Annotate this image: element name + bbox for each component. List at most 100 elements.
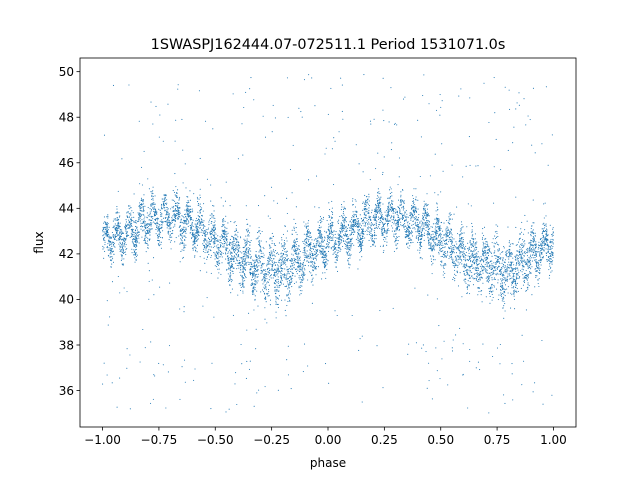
data-point [230, 252, 233, 254]
data-point [183, 230, 185, 232]
data-point [338, 245, 340, 247]
data-point [439, 250, 441, 252]
data-point [253, 278, 255, 280]
data-point [155, 223, 157, 225]
data-point [130, 232, 132, 234]
data-point [364, 213, 366, 215]
data-point [285, 254, 287, 256]
data-point [299, 278, 301, 280]
data-point [222, 252, 224, 254]
data-point [351, 243, 353, 245]
data-point [188, 208, 190, 210]
data-point [209, 214, 211, 216]
data-point [406, 228, 408, 230]
data-point [238, 283, 240, 285]
data-point [408, 230, 410, 232]
data-point [229, 238, 231, 241]
data-point [313, 244, 315, 247]
data-point [531, 249, 533, 251]
data-point [522, 260, 524, 262]
data-point [503, 245, 505, 248]
data-point [167, 211, 169, 213]
data-point [486, 241, 488, 243]
data-point [357, 225, 359, 227]
data-point [425, 217, 428, 219]
data-point [390, 205, 392, 207]
data-point [257, 259, 259, 261]
data-point [504, 310, 506, 312]
data-point [293, 227, 295, 230]
data-point [391, 195, 393, 197]
data-point [324, 272, 326, 274]
data-point [336, 252, 338, 254]
data-point [102, 235, 104, 237]
data-point [315, 259, 317, 261]
data-point [437, 236, 440, 238]
data-point [343, 234, 345, 236]
data-point [491, 293, 493, 295]
data-point [363, 206, 365, 208]
data-point [468, 274, 470, 276]
data-point [506, 288, 508, 290]
data-point [216, 247, 218, 249]
data-point [439, 239, 441, 241]
data-point [102, 245, 104, 248]
data-point [132, 238, 134, 240]
data-point [469, 269, 471, 272]
data-point [431, 230, 433, 232]
data-point [247, 233, 249, 236]
data-point [465, 259, 467, 261]
data-point [291, 263, 293, 265]
data-point [225, 250, 227, 252]
data-point [501, 286, 503, 289]
data-point [260, 245, 262, 247]
data-point [275, 311, 277, 313]
data-point [344, 218, 346, 220]
data-point [298, 258, 300, 260]
data-point [152, 190, 154, 192]
data-point [534, 257, 536, 259]
data-point [501, 275, 504, 277]
data-point [378, 212, 381, 214]
data-point [474, 269, 477, 271]
data-point [510, 261, 512, 263]
data-point [490, 268, 492, 270]
data-point [223, 233, 225, 236]
data-point [497, 225, 499, 227]
data-point [293, 282, 296, 285]
data-point [222, 223, 224, 225]
data-point [451, 218, 453, 220]
data-point [223, 239, 225, 241]
data-point [255, 282, 257, 284]
data-point [191, 211, 193, 213]
data-point [488, 279, 491, 281]
data-point [134, 237, 136, 239]
data-point [181, 234, 183, 236]
data-point [483, 266, 485, 268]
data-point [304, 239, 306, 241]
data-point [476, 252, 478, 254]
data-point [418, 235, 421, 237]
data-point [434, 236, 436, 238]
data-point [142, 206, 144, 208]
data-point [184, 239, 186, 242]
data-point [333, 247, 335, 249]
data-point [204, 233, 206, 235]
data-point [385, 210, 387, 212]
data-point [182, 226, 184, 228]
data-point [488, 262, 490, 264]
data-point [510, 253, 512, 255]
data-point [177, 211, 179, 213]
data-point [125, 228, 127, 230]
data-point [134, 225, 137, 228]
data-point [357, 218, 359, 220]
data-point [411, 231, 414, 233]
data-point [457, 248, 459, 250]
data-point [152, 193, 154, 195]
data-point [532, 222, 534, 224]
data-point [530, 263, 532, 266]
data-point [268, 284, 270, 286]
data-point [205, 243, 207, 245]
data-point [133, 231, 135, 233]
data-point [231, 247, 233, 250]
